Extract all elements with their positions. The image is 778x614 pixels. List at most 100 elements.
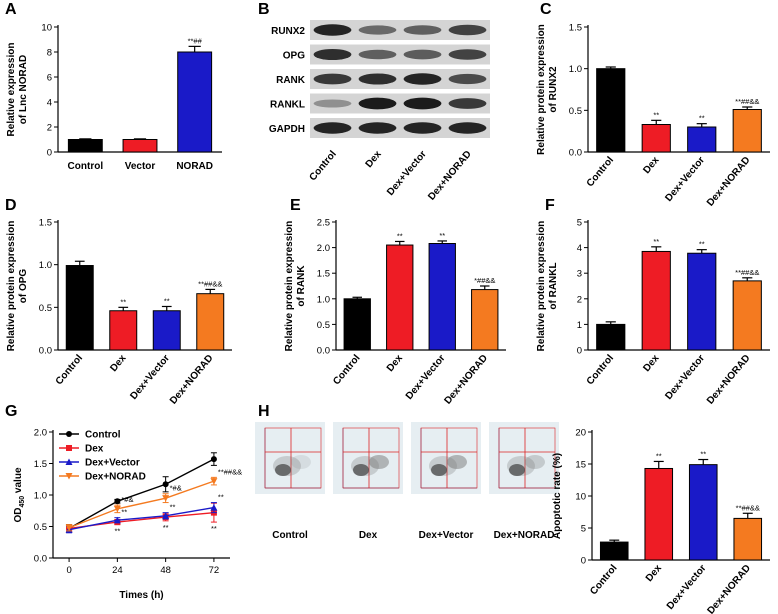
x-tick-label: Control [54, 353, 85, 387]
bar [343, 298, 371, 351]
blot-band [313, 48, 352, 61]
significance-label: ** [211, 524, 217, 533]
bar [122, 139, 158, 153]
y-tick-label: 1.5 [569, 23, 582, 34]
panel-letter: C [540, 1, 552, 18]
bar [599, 541, 629, 561]
y-tick-label: 0.5 [317, 320, 330, 331]
blot-band [313, 24, 352, 36]
panel-letter: B [258, 1, 270, 18]
panel-letter: F [545, 197, 555, 214]
y-tick-label: 0.0 [34, 554, 47, 565]
flow-plot-bg [255, 422, 325, 494]
panel-letter: E [290, 197, 301, 214]
blot-strip [310, 118, 490, 138]
bar [109, 310, 138, 351]
marker [210, 504, 218, 511]
y-axis-label: Relative protein expression [6, 221, 17, 352]
marker [162, 495, 170, 502]
significance-label: ** [218, 493, 224, 502]
significance-label: *#& [170, 484, 182, 493]
blot-band [358, 97, 397, 110]
blot-band [403, 122, 442, 134]
lane-label: Dex+Vector [385, 149, 429, 198]
lane-label: Control [308, 149, 339, 183]
marker [162, 512, 170, 519]
legend-label: Dex [85, 444, 104, 455]
y-tick-label: 0 [577, 346, 582, 357]
significance-label: ** [121, 508, 127, 517]
legend-label: Dex+Vector [85, 458, 140, 469]
panel-letter: A [5, 1, 17, 18]
legend-label: Control [85, 430, 121, 441]
x-tick-label: 0 [66, 565, 71, 576]
y-tick-label: 5 [581, 524, 586, 535]
y-axis-label: Relative protein expression [284, 221, 295, 352]
blot-band [313, 99, 352, 108]
bar [152, 310, 181, 351]
flow-cloud [369, 455, 389, 469]
y-axis-label: of Lnc NORAD [18, 55, 29, 124]
y-tick-label: 1.0 [569, 64, 582, 75]
blot-band [358, 25, 397, 35]
marker [210, 456, 217, 463]
y-tick-label: 1 [577, 320, 582, 331]
y-axis-label: of RANK [296, 265, 307, 307]
blot-band [448, 24, 487, 36]
y-tick-label: 0.0 [569, 148, 582, 159]
significance-label: ** [397, 231, 403, 240]
flow-label: Dex+Vector [419, 530, 474, 541]
y-tick-label: 1.5 [34, 459, 47, 470]
protein-label: RANKL [270, 100, 305, 111]
blot-band [358, 49, 397, 60]
x-tick-label: Dex+NORAD [706, 563, 754, 614]
significance-label: **## [188, 36, 203, 45]
blot-band [448, 98, 487, 109]
y-axis-label: OD450 value [13, 467, 26, 522]
x-tick-label: Dex+NORAD [168, 353, 216, 407]
marker [113, 505, 121, 513]
significance-label: ** [699, 240, 705, 249]
blot-strip [310, 69, 490, 89]
significance-label: ** [163, 523, 169, 532]
y-tick-label: 1.5 [317, 269, 330, 280]
x-tick-label: 72 [209, 565, 220, 576]
y-axis-label: Relative protein expression [536, 24, 547, 155]
protein-label: RUNX2 [271, 26, 305, 37]
legend-label: Dex+NORAD [85, 472, 146, 483]
y-tick-label: 5 [577, 218, 582, 229]
flow-cloud [353, 464, 369, 476]
blot-band [403, 97, 442, 110]
marker [113, 516, 121, 524]
x-tick-label: Dex+NORAD [443, 353, 491, 407]
significance-label: ** [120, 297, 126, 306]
bar [732, 109, 762, 153]
legend-marker [65, 473, 73, 480]
bar [732, 280, 762, 351]
significance-label: ** [699, 114, 705, 123]
legend-marker [66, 445, 72, 451]
bar [733, 517, 763, 561]
x-tick-label: Dex+NORAD [705, 155, 753, 209]
y-axis-label: Apoptotic rate (%) [552, 453, 563, 539]
flow-plot-bg [333, 422, 403, 494]
y-axis-label: of OPG [18, 269, 29, 304]
flow-cloud [447, 455, 467, 469]
y-tick-label: 3 [577, 269, 582, 280]
blot-strip [310, 93, 490, 114]
marker [162, 481, 169, 488]
flow-border [498, 427, 556, 489]
bar [596, 68, 626, 153]
y-tick-label: 0.0 [39, 346, 52, 357]
bar [641, 250, 671, 351]
y-axis-label: Relative expression [6, 43, 17, 137]
significance-label: *##&& [474, 276, 495, 285]
blot-band [448, 49, 487, 60]
protein-label: OPG [283, 51, 305, 62]
y-axis-label-part: OD [13, 508, 24, 523]
lane-label: Dex+NORAD [426, 149, 474, 203]
y-tick-label: 20 [575, 428, 586, 439]
x-axis-label: Times (h) [119, 590, 163, 601]
bar [428, 243, 456, 351]
y-tick-label: 2.0 [34, 428, 47, 439]
